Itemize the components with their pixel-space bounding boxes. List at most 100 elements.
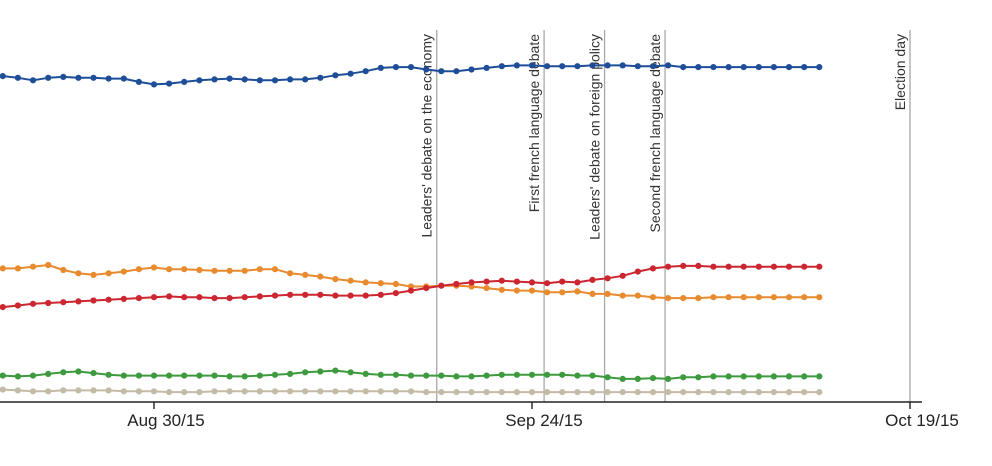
data-point-red-18 [271, 292, 279, 299]
data-point-red-35 [528, 279, 536, 286]
data-point-green-44 [665, 375, 672, 382]
data-point-gray-54 [816, 389, 823, 396]
data-point-gray-39 [589, 389, 596, 396]
data-point-blue-5 [75, 74, 82, 81]
data-point-green-4 [60, 369, 67, 376]
data-point-gray-31 [468, 389, 475, 396]
data-point-gray-29 [438, 389, 445, 396]
data-point-gray-33 [498, 389, 505, 396]
data-point-gray-42 [634, 389, 641, 396]
data-point-gray-23 [347, 388, 354, 395]
data-point-green-46 [695, 374, 702, 381]
data-point-orange-0 [0, 265, 6, 272]
data-point-red-40 [604, 275, 611, 282]
data-point-orange-18 [271, 266, 279, 273]
data-point-red-10 [150, 294, 158, 301]
data-point-green-21 [317, 368, 324, 375]
data-point-gray-40 [604, 389, 611, 396]
data-point-blue-41 [619, 62, 626, 69]
data-point-orange-2 [29, 263, 37, 270]
data-point-green-19 [287, 370, 294, 377]
data-point-blue-16 [241, 76, 248, 83]
data-point-red-8 [120, 295, 127, 302]
data-point-green-24 [362, 370, 369, 377]
data-point-orange-36 [544, 289, 551, 296]
data-point-orange-21 [317, 273, 324, 280]
data-point-red-41 [619, 272, 626, 279]
data-point-blue-49 [740, 64, 747, 71]
data-point-blue-17 [256, 77, 263, 84]
data-point-red-1 [14, 302, 21, 309]
data-point-red-27 [407, 287, 415, 294]
data-point-blue-27 [407, 64, 415, 71]
data-point-red-36 [544, 280, 551, 287]
data-point-blue-22 [332, 72, 339, 79]
data-point-red-54 [816, 263, 823, 270]
data-point-red-7 [105, 296, 112, 303]
data-point-red-17 [256, 293, 263, 300]
data-point-green-29 [438, 372, 445, 379]
data-point-red-42 [634, 268, 641, 275]
data-point-orange-52 [785, 294, 793, 301]
data-point-gray-51 [770, 389, 778, 396]
data-point-gray-27 [407, 388, 415, 395]
data-point-green-49 [740, 373, 747, 380]
data-point-blue-23 [347, 70, 354, 77]
data-point-green-52 [785, 373, 793, 380]
data-point-orange-6 [90, 271, 97, 278]
data-point-orange-19 [287, 270, 294, 277]
data-point-gray-9 [135, 388, 142, 395]
data-point-blue-47 [710, 64, 717, 71]
data-point-red-12 [181, 294, 188, 301]
x-tick-label-0: Aug 30/15 [127, 411, 205, 430]
data-point-orange-53 [801, 294, 808, 301]
data-point-gray-13 [196, 389, 203, 396]
data-point-orange-45 [680, 295, 687, 302]
data-point-gray-37 [559, 389, 566, 396]
data-point-green-18 [271, 371, 279, 378]
data-point-orange-24 [362, 279, 369, 286]
data-point-red-3 [45, 299, 52, 307]
data-point-orange-50 [755, 294, 762, 301]
data-point-blue-13 [196, 77, 203, 84]
data-point-blue-6 [90, 74, 97, 81]
event-label-1: First french language debate [526, 34, 542, 212]
data-point-green-20 [302, 369, 309, 376]
event-label-0: Leaders' debate on the economy [419, 34, 435, 238]
data-point-green-31 [468, 373, 475, 380]
data-point-red-4 [60, 299, 67, 306]
data-point-blue-53 [801, 64, 808, 71]
data-point-blue-50 [755, 64, 762, 71]
data-point-gray-18 [271, 388, 279, 395]
data-point-green-45 [680, 374, 687, 381]
data-point-blue-38 [574, 63, 581, 70]
data-point-gray-7 [105, 387, 112, 394]
data-point-blue-10 [150, 81, 158, 88]
data-point-blue-24 [362, 68, 369, 75]
data-point-orange-7 [105, 270, 112, 277]
data-point-orange-3 [45, 261, 52, 269]
data-point-orange-46 [695, 295, 702, 302]
data-point-green-2 [29, 372, 37, 379]
data-point-gray-17 [256, 388, 263, 395]
data-point-green-36 [544, 371, 551, 378]
data-point-blue-37 [559, 63, 566, 70]
data-point-blue-51 [770, 64, 778, 71]
data-point-gray-4 [60, 387, 67, 394]
data-point-orange-47 [710, 294, 717, 301]
data-point-gray-14 [211, 388, 218, 395]
data-point-red-45 [680, 262, 687, 269]
data-point-blue-36 [544, 63, 551, 70]
data-point-blue-0 [0, 73, 6, 80]
data-point-gray-0 [0, 386, 6, 393]
data-point-red-37 [559, 278, 566, 285]
data-point-green-7 [105, 371, 112, 378]
data-point-red-26 [392, 290, 399, 297]
data-point-green-27 [407, 372, 415, 379]
data-point-red-6 [90, 297, 97, 304]
data-point-green-35 [528, 371, 536, 378]
data-point-red-9 [135, 295, 142, 302]
data-point-gray-10 [150, 388, 158, 395]
data-point-blue-32 [483, 64, 490, 71]
data-point-gray-46 [695, 389, 702, 396]
